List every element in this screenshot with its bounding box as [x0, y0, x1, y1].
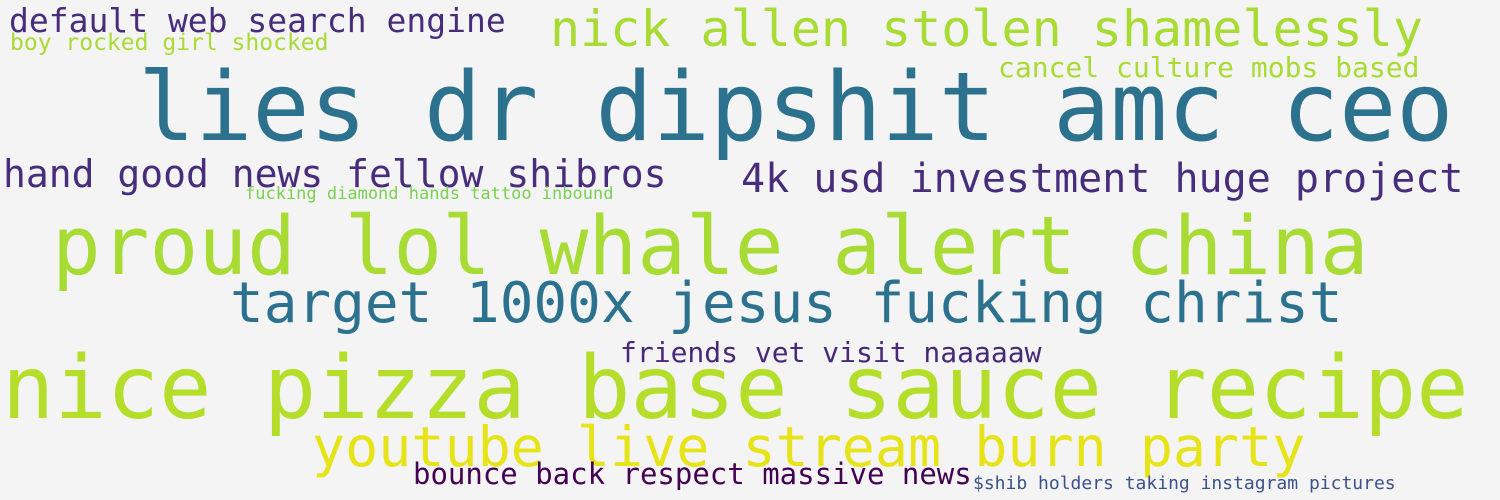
cloud-phrase: friends vet visit naaaaaw	[620, 336, 1042, 369]
cloud-phrase: boy rocked girl shocked	[10, 30, 329, 56]
cloud-phrase: hand good news fellow shibros	[3, 152, 667, 196]
cloud-phrase: target 1000x jesus fucking christ	[230, 271, 1343, 336]
cloud-phrase: default web search engine	[9, 1, 506, 40]
cloud-phrase: cancel culture mobs based	[998, 51, 1420, 84]
cloud-phrase: youtube live stream burn party	[312, 415, 1306, 479]
cloud-phrase: 4k usd investment huge project	[741, 156, 1464, 202]
cloud-phrase: nick allen stolen shamelessly	[550, 0, 1423, 58]
cloud-phrase: bounce back respect massive news	[413, 457, 972, 491]
cloud-phrase: $shib holders taking instagram pictures	[973, 473, 1396, 494]
cloud-phrase: proud lol whale alert china	[52, 200, 1369, 294]
cloud-phrase: nice pizza base sauce recipe	[2, 337, 1469, 439]
cloud-phrase: lies dr dipshit amc ceo	[138, 53, 1454, 163]
cloud-phrase: fucking diamond hands tattoo inbound	[245, 184, 614, 204]
